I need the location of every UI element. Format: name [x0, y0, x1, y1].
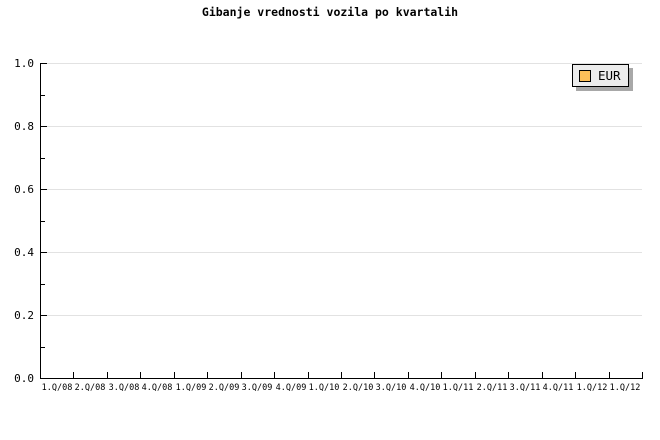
legend-series-label: EUR — [598, 67, 621, 83]
y-gridline — [41, 252, 642, 253]
x-tick-label: 3.Q/10 — [375, 383, 407, 393]
y-major-tick — [41, 315, 47, 316]
y-major-tick — [41, 252, 47, 253]
x-tick — [73, 372, 74, 378]
y-major-tick — [41, 378, 47, 379]
x-tick — [40, 372, 41, 378]
x-tick — [475, 372, 476, 378]
y-gridline — [41, 63, 642, 64]
y-major-tick — [41, 63, 47, 64]
y-minor-tick — [41, 221, 45, 222]
x-tick-label: 4.Q/11 — [542, 383, 574, 393]
x-tick-label: 1.Q/08 — [41, 383, 73, 393]
x-tick — [508, 372, 509, 378]
y-gridline — [41, 315, 642, 316]
x-tick — [207, 372, 208, 378]
y-tick-label: 0.8 — [14, 120, 34, 133]
x-tick-label: 4.Q/08 — [141, 383, 173, 393]
x-tick — [408, 372, 409, 378]
x-tick-label: 2.Q/09 — [208, 383, 240, 393]
x-tick-label: 3.Q/08 — [108, 383, 140, 393]
legend: EUR — [572, 64, 629, 87]
legend-color-swatch — [579, 69, 591, 82]
x-tick — [575, 372, 576, 378]
x-tick-label: 4.Q/10 — [409, 383, 441, 393]
x-tick-label: 2.Q/11 — [476, 383, 508, 393]
y-minor-tick — [41, 284, 45, 285]
x-tick-label: 2.Q/08 — [74, 383, 106, 393]
x-tick — [308, 372, 309, 378]
x-tick-label: 1.Q/12 — [576, 383, 608, 393]
y-tick-label: 0.0 — [14, 372, 34, 385]
x-tick-label: 4.Q/09 — [275, 383, 307, 393]
y-gridline — [41, 189, 642, 190]
y-major-tick — [41, 189, 47, 190]
x-tick — [241, 372, 242, 378]
x-axis-line — [40, 378, 643, 379]
y-tick-label: 0.6 — [14, 183, 34, 196]
x-tick — [542, 372, 543, 378]
y-major-tick — [41, 126, 47, 127]
y-tick-label: 0.4 — [14, 246, 34, 259]
y-minor-tick — [41, 347, 45, 348]
x-tick — [140, 372, 141, 378]
x-tick-label: 1.Q/10 — [308, 383, 340, 393]
y-tick-label: 0.2 — [14, 309, 34, 322]
x-tick — [441, 372, 442, 378]
x-tick — [642, 372, 643, 378]
x-tick-label: 1.Q/12 — [609, 383, 641, 393]
x-tick — [374, 372, 375, 378]
y-tick-label: 1.0 — [14, 57, 34, 70]
x-tick-label: 1.Q/11 — [442, 383, 474, 393]
x-tick — [274, 372, 275, 378]
x-tick — [341, 372, 342, 378]
chart-title: Gibanje vrednosti vozila po kvartalih — [201, 5, 459, 19]
y-minor-tick — [41, 158, 45, 159]
y-axis-line — [40, 63, 41, 379]
x-tick — [609, 372, 610, 378]
x-tick — [107, 372, 108, 378]
y-gridline — [41, 126, 642, 127]
y-minor-tick — [41, 95, 45, 96]
x-tick-label: 3.Q/09 — [241, 383, 273, 393]
x-tick-label: 3.Q/11 — [509, 383, 541, 393]
x-tick-label: 1.Q/09 — [175, 383, 207, 393]
x-tick — [174, 372, 175, 378]
x-tick-label: 2.Q/10 — [342, 383, 374, 393]
